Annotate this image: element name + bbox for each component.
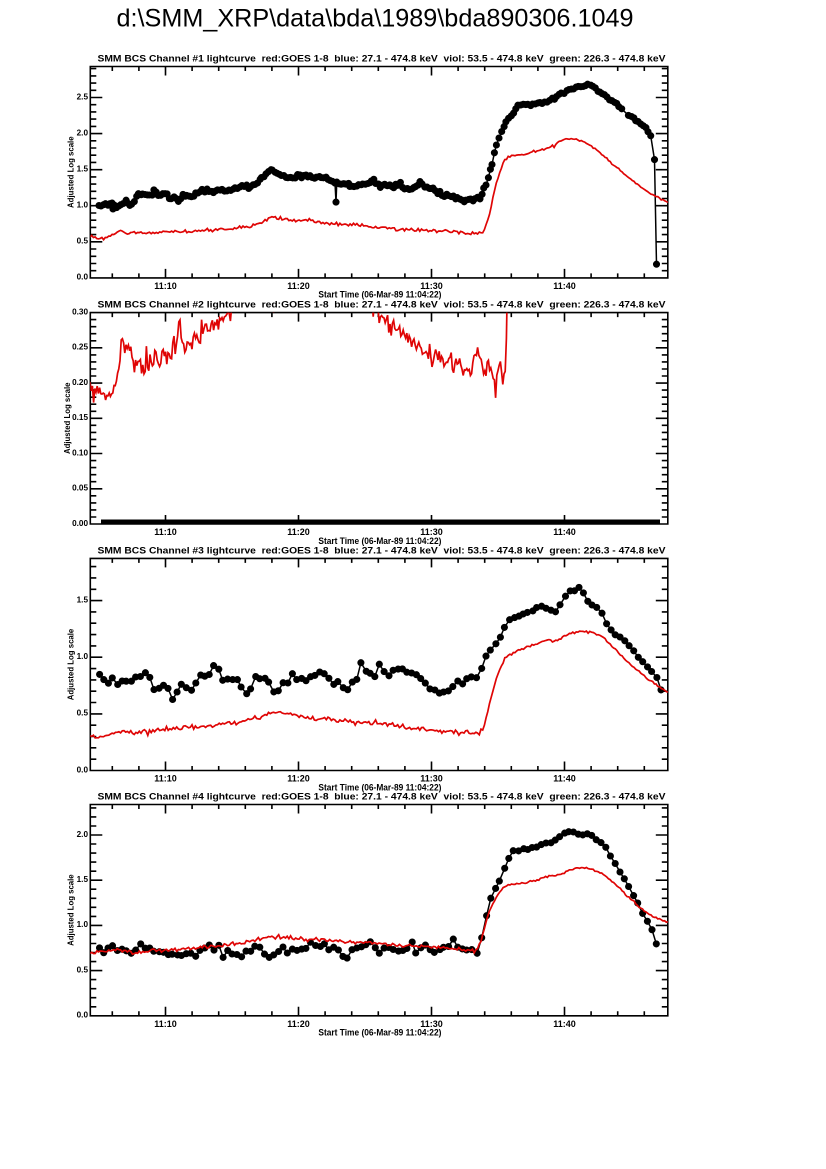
svg-text:0.0: 0.0	[77, 765, 89, 774]
svg-text:11:10: 11:10	[154, 1019, 177, 1029]
svg-text:Start Time (06-Mar-89 11:04:22: Start Time (06-Mar-89 11:04:22)	[318, 1028, 441, 1038]
svg-text:0.5: 0.5	[77, 709, 89, 718]
svg-text:1.5: 1.5	[77, 875, 89, 884]
svg-text:11:10: 11:10	[154, 527, 177, 537]
svg-text:Start Time (06-Mar-89 11:04:22: Start Time (06-Mar-89 11:04:22)	[318, 782, 441, 792]
svg-text:1.0: 1.0	[77, 920, 89, 929]
svg-text:Adjusted Log scale: Adjusted Log scale	[66, 874, 76, 946]
svg-text:0.0: 0.0	[77, 1011, 89, 1020]
svg-text:11:10: 11:10	[154, 774, 177, 784]
svg-text:11:40: 11:40	[553, 527, 576, 537]
svg-text:11:20: 11:20	[287, 774, 310, 784]
svg-text:2.5: 2.5	[77, 92, 89, 101]
svg-text:11:30: 11:30	[420, 527, 443, 537]
svg-text:0.05: 0.05	[72, 484, 88, 493]
svg-text:11:40: 11:40	[553, 1019, 576, 1029]
svg-text:SMM BCS Channel #1 lightcurve: SMM BCS Channel #1 lightcurve red:GOES 1…	[98, 54, 667, 65]
svg-text:11:40: 11:40	[553, 774, 576, 784]
svg-text:11:30: 11:30	[420, 281, 443, 291]
svg-text:0.5: 0.5	[77, 965, 89, 974]
svg-text:0.20: 0.20	[72, 378, 88, 387]
svg-text:SMM BCS Channel #3 lightcurve: SMM BCS Channel #3 lightcurve red:GOES 1…	[98, 545, 667, 556]
svg-text:SMM BCS Channel #4 lightcurve: SMM BCS Channel #4 lightcurve red:GOES 1…	[98, 792, 667, 803]
svg-text:2.0: 2.0	[77, 830, 89, 839]
svg-text:11:20: 11:20	[287, 281, 310, 291]
svg-text:11:20: 11:20	[287, 1019, 310, 1029]
svg-text:0.15: 0.15	[72, 413, 88, 422]
svg-text:Adjusted Log scale: Adjusted Log scale	[66, 136, 76, 208]
svg-text:Adjusted Log scale: Adjusted Log scale	[66, 629, 76, 701]
svg-text:1.5: 1.5	[77, 595, 89, 604]
svg-text:Start Time (06-Mar-89 11:04:22: Start Time (06-Mar-89 11:04:22)	[318, 290, 441, 300]
svg-text:11:20: 11:20	[287, 527, 310, 537]
svg-text:0.00: 0.00	[72, 519, 88, 528]
svg-text:1.5: 1.5	[77, 165, 89, 174]
svg-text:0.25: 0.25	[72, 343, 88, 352]
svg-text:0.30: 0.30	[72, 307, 88, 316]
svg-text:1.0: 1.0	[77, 201, 89, 210]
svg-text:SMM BCS Channel #2 lightcurve: SMM BCS Channel #2 lightcurve red:GOES 1…	[98, 300, 667, 311]
svg-text:0.5: 0.5	[77, 237, 89, 246]
svg-text:d:\SMM_XRP\data\bda\1989\bda89: d:\SMM_XRP\data\bda\1989\bda890306.1049	[117, 5, 634, 33]
svg-text:0.10: 0.10	[72, 448, 88, 457]
svg-text:11:30: 11:30	[420, 774, 443, 784]
svg-text:0.0: 0.0	[77, 273, 89, 282]
svg-text:Adjusted Log scale: Adjusted Log scale	[62, 382, 72, 454]
svg-text:11:30: 11:30	[420, 1019, 443, 1029]
svg-text:2.0: 2.0	[77, 128, 89, 137]
svg-text:Start Time (06-Mar-89 11:04:22: Start Time (06-Mar-89 11:04:22)	[318, 536, 441, 546]
svg-text:11:10: 11:10	[154, 281, 177, 291]
svg-text:11:40: 11:40	[553, 281, 576, 291]
svg-text:1.0: 1.0	[77, 652, 89, 661]
